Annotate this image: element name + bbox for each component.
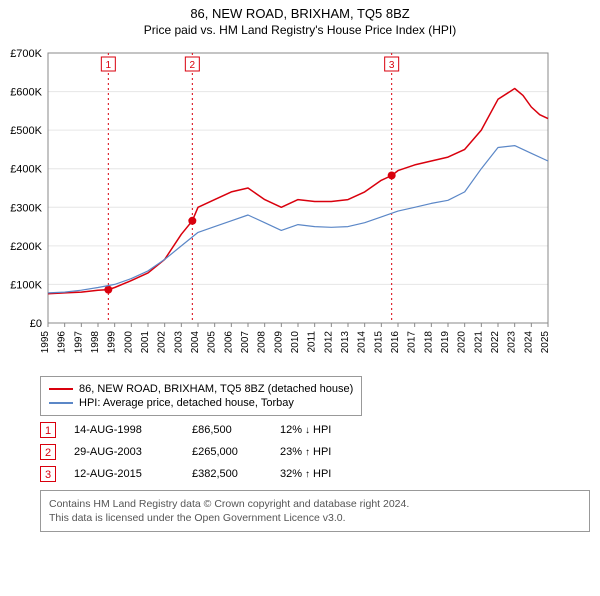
svg-text:2001: 2001 (140, 331, 151, 354)
svg-text:£700K: £700K (10, 48, 42, 60)
footer-line: Contains HM Land Registry data © Crown c… (49, 497, 581, 511)
event-row: 3 12-AUG-2015 £382,500 32% ↑ HPI (40, 466, 590, 482)
svg-text:1996: 1996 (57, 331, 68, 354)
page-title: 86, NEW ROAD, BRIXHAM, TQ5 8BZ (0, 6, 600, 21)
event-row: 2 29-AUG-2003 £265,000 23% ↑ HPI (40, 444, 590, 460)
footer-attribution: Contains HM Land Registry data © Crown c… (40, 490, 590, 532)
svg-text:2022: 2022 (490, 331, 501, 354)
arrow-up-icon: ↑ (305, 447, 310, 458)
svg-text:2009: 2009 (273, 331, 284, 354)
svg-text:2015: 2015 (373, 331, 384, 354)
svg-text:2013: 2013 (340, 331, 351, 354)
event-price: £86,500 (192, 424, 262, 436)
svg-text:£400K: £400K (10, 164, 42, 176)
event-suffix: HPI (313, 446, 331, 458)
event-pct: 32% (280, 468, 302, 480)
svg-text:1995: 1995 (40, 331, 51, 354)
event-suffix: HPI (313, 424, 331, 436)
svg-text:2011: 2011 (307, 331, 318, 353)
event-date: 12-AUG-2015 (74, 468, 174, 480)
event-date: 29-AUG-2003 (74, 446, 174, 458)
event-diff: 32% ↑ HPI (280, 468, 331, 480)
event-list: 1 14-AUG-1998 £86,500 12% ↓ HPI 2 29-AUG… (40, 422, 590, 482)
event-date: 14-AUG-1998 (74, 424, 174, 436)
event-marker-badge: 1 (40, 422, 56, 438)
svg-text:2025: 2025 (540, 331, 551, 354)
event-diff: 23% ↑ HPI (280, 446, 331, 458)
svg-text:2000: 2000 (123, 331, 134, 354)
svg-text:2007: 2007 (240, 331, 251, 354)
svg-text:£0: £0 (30, 318, 42, 330)
svg-text:2010: 2010 (290, 331, 301, 354)
svg-text:2008: 2008 (257, 331, 268, 354)
arrow-down-icon: ↓ (305, 425, 310, 436)
svg-text:2002: 2002 (157, 331, 168, 354)
svg-text:1998: 1998 (90, 331, 101, 354)
event-diff: 12% ↓ HPI (280, 424, 331, 436)
svg-text:1999: 1999 (107, 331, 118, 354)
legend-swatch (49, 388, 73, 390)
legend-swatch (49, 402, 73, 404)
svg-text:2023: 2023 (507, 331, 518, 354)
svg-text:1: 1 (106, 60, 112, 71)
arrow-up-icon: ↑ (305, 469, 310, 480)
svg-text:2016: 2016 (390, 331, 401, 354)
page-subtitle: Price paid vs. HM Land Registry's House … (0, 23, 600, 37)
svg-text:2021: 2021 (473, 331, 484, 354)
svg-text:£200K: £200K (10, 241, 42, 253)
legend: 86, NEW ROAD, BRIXHAM, TQ5 8BZ (detached… (40, 376, 362, 416)
svg-text:2006: 2006 (223, 331, 234, 354)
svg-text:£600K: £600K (10, 87, 42, 99)
event-price: £382,500 (192, 468, 262, 480)
footer-line: This data is licensed under the Open Gov… (49, 511, 581, 525)
svg-text:2004: 2004 (190, 331, 201, 354)
svg-text:2012: 2012 (323, 331, 334, 354)
event-pct: 23% (280, 446, 302, 458)
svg-text:2005: 2005 (207, 331, 218, 354)
svg-text:1997: 1997 (73, 331, 84, 354)
legend-item: HPI: Average price, detached house, Torb… (49, 397, 353, 409)
event-row: 1 14-AUG-1998 £86,500 12% ↓ HPI (40, 422, 590, 438)
svg-text:£500K: £500K (10, 125, 42, 137)
legend-item: 86, NEW ROAD, BRIXHAM, TQ5 8BZ (detached… (49, 383, 353, 395)
svg-text:2024: 2024 (523, 331, 534, 354)
svg-text:£300K: £300K (10, 202, 42, 214)
event-price: £265,000 (192, 446, 262, 458)
svg-text:2017: 2017 (407, 331, 418, 354)
event-pct: 12% (280, 424, 302, 436)
event-suffix: HPI (313, 468, 331, 480)
chart-container: £0 £100K £200K £300K £400K £500K £600K £700K 199… (0, 45, 600, 370)
svg-text:2: 2 (190, 60, 196, 71)
svg-text:3: 3 (389, 60, 395, 71)
svg-text:2019: 2019 (440, 331, 451, 354)
event-marker-badge: 2 (40, 444, 56, 460)
event-marker-badge: 3 (40, 466, 56, 482)
legend-label: 86, NEW ROAD, BRIXHAM, TQ5 8BZ (detached… (79, 383, 353, 395)
svg-text:2020: 2020 (457, 331, 468, 354)
svg-text:2014: 2014 (357, 331, 368, 354)
legend-label: HPI: Average price, detached house, Torb… (79, 397, 294, 409)
svg-text:£100K: £100K (10, 279, 42, 291)
svg-text:2018: 2018 (423, 331, 434, 354)
svg-text:2003: 2003 (173, 331, 184, 354)
price-chart: £0 £100K £200K £300K £400K £500K £600K £700K 199… (0, 45, 560, 365)
